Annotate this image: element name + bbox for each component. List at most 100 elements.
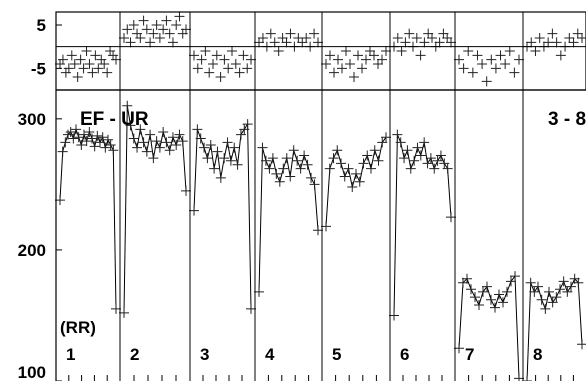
data-point [373,155,384,166]
data-point [132,142,143,153]
data-point [71,124,81,135]
data-point [100,142,111,153]
residual-point [357,63,367,74]
data-point [119,307,129,318]
data-point [435,150,446,161]
residual-point [555,50,566,61]
data-point [409,155,420,166]
residual-point [208,59,218,69]
residual-point [353,50,363,61]
data-point [135,124,146,135]
data-point [267,153,278,164]
residual-point [111,54,121,65]
data-point [498,297,508,308]
residual-point [551,37,562,48]
series-line-6 [393,134,452,316]
data-point [336,158,346,169]
residual-point [530,46,541,56]
residual-point [526,37,537,48]
residual-point [547,28,558,39]
data-point [222,137,233,148]
data-point [257,142,268,153]
residual-point [69,59,80,69]
data-point [466,284,476,295]
residual-point [281,37,292,48]
residual-point [490,63,501,74]
group-label: 2 [130,345,139,364]
residual-point [167,37,178,48]
residual-point [564,33,575,43]
data-point [108,145,119,156]
residual-point [200,46,211,56]
residual-point [377,54,387,65]
data-point [288,145,299,156]
residual-point [171,20,182,30]
data-point [425,153,436,164]
residual-point [238,50,249,61]
residual-point [365,46,375,56]
data-point [454,343,464,354]
group-label: 8 [533,345,542,364]
data-point [392,129,403,140]
residual-point [141,24,152,35]
data-point [432,155,443,166]
data-point [177,136,188,147]
residual-y-tick-label: 5 [37,16,46,35]
residual-point [434,37,445,48]
data-point [229,142,240,153]
data-point [533,281,543,292]
residual-point [189,50,199,61]
residual-point [500,59,511,69]
residual-point [181,24,191,35]
residual-point [87,67,98,78]
data-point [161,137,172,148]
group-label: 5 [332,345,341,364]
residual-point [128,20,139,30]
data-point [547,297,558,308]
data-point [429,163,440,174]
series-line-8 [526,277,583,381]
data-point [551,292,562,303]
data-point [105,140,116,151]
group-label: 7 [465,345,474,364]
data-point [215,172,226,183]
data-point [122,100,133,111]
residual-point [333,54,343,65]
data-point [192,124,203,135]
data-point [205,140,216,151]
data-point [97,132,108,143]
data-point [351,168,361,179]
data-point [478,286,488,297]
data-point [84,126,95,137]
data-point [381,132,391,143]
data-point [328,153,339,164]
data-point [399,153,410,164]
residual-panel [55,11,586,87]
data-point [167,132,178,143]
residual-point [481,76,492,87]
data-point [89,141,100,152]
data-point [506,276,516,287]
data-point [148,153,159,164]
group-label: 4 [265,345,275,364]
residual-point [477,59,488,69]
residual-point [90,50,101,61]
group-label: 3 [200,345,209,364]
residual-point [411,33,422,43]
data-point [486,294,496,305]
residual-point [504,46,515,56]
residual-point [486,54,497,65]
residual-point [158,24,169,35]
data-point [377,137,388,148]
data-point [55,195,65,206]
data-point [324,163,335,174]
data-point [145,129,156,140]
residual-point [78,63,89,74]
residual-point [325,50,335,61]
residual-point [277,33,288,43]
residual-point [297,37,308,48]
group-label: 1 [66,345,75,364]
data-point [260,155,271,166]
data-point [79,129,89,140]
residual-point [196,54,207,65]
